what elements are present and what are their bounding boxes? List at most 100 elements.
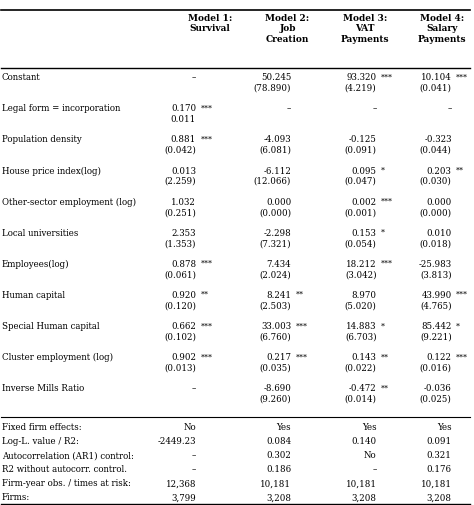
Text: –: – (191, 450, 196, 459)
Text: Cluster employment (log): Cluster employment (log) (2, 352, 113, 362)
Text: 3,799: 3,799 (171, 492, 196, 501)
Text: -6.112
(12.066): -6.112 (12.066) (254, 166, 291, 185)
Text: ***: *** (201, 260, 213, 267)
Text: 8.970
(5.020): 8.970 (5.020) (345, 290, 377, 310)
Text: Human capital: Human capital (2, 290, 65, 299)
Text: 0.217
(0.035): 0.217 (0.035) (259, 352, 291, 372)
Text: 0.321: 0.321 (427, 450, 452, 459)
Text: Log-L. value / R2:: Log-L. value / R2: (2, 436, 79, 445)
Text: 43.990
(4.765): 43.990 (4.765) (420, 290, 452, 310)
Text: 14.883
(6.703): 14.883 (6.703) (345, 322, 377, 341)
Text: 50.245
(78.890): 50.245 (78.890) (254, 73, 291, 92)
Text: 0.203
(0.030): 0.203 (0.030) (420, 166, 452, 185)
Text: ***: *** (381, 197, 393, 205)
Text: Inverse Mills Ratio: Inverse Mills Ratio (2, 384, 84, 393)
Text: R2 without autocorr. control.: R2 without autocorr. control. (2, 464, 127, 473)
Text: ***: *** (201, 104, 213, 112)
Text: 0.002
(0.001): 0.002 (0.001) (345, 197, 377, 217)
Text: 0.920
(0.120): 0.920 (0.120) (164, 290, 196, 310)
Text: Firms:: Firms: (2, 492, 30, 501)
Text: 0.302: 0.302 (266, 450, 291, 459)
Text: Employees(log): Employees(log) (2, 260, 70, 269)
Text: **: ** (296, 290, 304, 298)
Text: *: * (456, 322, 460, 330)
Text: –: – (191, 384, 196, 393)
Text: 10,181: 10,181 (346, 478, 377, 487)
Text: **: ** (381, 384, 389, 392)
Text: 3,208: 3,208 (427, 492, 452, 501)
Text: Yes: Yes (277, 422, 291, 431)
Text: 0.084: 0.084 (266, 436, 291, 445)
Text: -2449.23: -2449.23 (157, 436, 196, 445)
Text: 3,208: 3,208 (352, 492, 377, 501)
Text: 12,368: 12,368 (165, 478, 196, 487)
Text: Model 2:
Job
Creation: Model 2: Job Creation (265, 14, 310, 43)
Text: -8.690
(9.260): -8.690 (9.260) (259, 384, 291, 403)
Text: ***: *** (456, 352, 468, 361)
Text: Model 3:
VAT
Payments: Model 3: VAT Payments (341, 14, 389, 43)
Text: 0.000
(0.000): 0.000 (0.000) (259, 197, 291, 217)
Text: 0.878
(0.061): 0.878 (0.061) (164, 260, 196, 279)
Text: 0.176: 0.176 (427, 464, 452, 473)
Text: 0.902
(0.013): 0.902 (0.013) (164, 352, 196, 372)
Text: -2.298
(7.321): -2.298 (7.321) (260, 228, 291, 248)
Text: *: * (381, 228, 385, 236)
Text: 0.000
(0.000): 0.000 (0.000) (419, 197, 452, 217)
Text: -0.472
(0.014): -0.472 (0.014) (345, 384, 377, 403)
Text: **: ** (201, 290, 209, 298)
Text: 33.003
(6.760): 33.003 (6.760) (259, 322, 291, 341)
Text: ***: *** (201, 352, 213, 361)
Text: Firm-year obs. / times at risk:: Firm-year obs. / times at risk: (2, 478, 131, 487)
Text: ***: *** (201, 135, 213, 143)
Text: –: – (447, 104, 452, 113)
Text: –: – (191, 73, 196, 82)
Text: -0.125
(0.091): -0.125 (0.091) (345, 135, 377, 155)
Text: 0.662
(0.102): 0.662 (0.102) (164, 322, 196, 341)
Text: No: No (183, 422, 196, 431)
Text: Legal form = incorporation: Legal form = incorporation (2, 104, 120, 113)
Text: *: * (381, 166, 385, 174)
Text: 3,208: 3,208 (266, 492, 291, 501)
Text: 0.140: 0.140 (352, 436, 377, 445)
Text: Other-sector employment (log): Other-sector employment (log) (2, 197, 136, 207)
Text: No: No (364, 450, 377, 459)
Text: -0.036
(0.025): -0.036 (0.025) (420, 384, 452, 403)
Text: Local universities: Local universities (2, 228, 78, 237)
Text: Special Human capital: Special Human capital (2, 322, 100, 330)
Text: 10.104
(0.041): 10.104 (0.041) (419, 73, 452, 92)
Text: 0.153
(0.054): 0.153 (0.054) (345, 228, 377, 248)
Text: 10,181: 10,181 (420, 478, 452, 487)
Text: ***: *** (296, 352, 308, 361)
Text: **: ** (381, 352, 389, 361)
Text: **: ** (456, 166, 465, 174)
Text: –: – (191, 464, 196, 473)
Text: Model 1:
Survival: Model 1: Survival (188, 14, 232, 33)
Text: 0.170
0.011: 0.170 0.011 (171, 104, 196, 123)
Text: -4.093
(6.081): -4.093 (6.081) (259, 135, 291, 155)
Text: ***: *** (456, 290, 468, 298)
Text: 0.091: 0.091 (427, 436, 452, 445)
Text: Yes: Yes (437, 422, 452, 431)
Text: –: – (372, 464, 377, 473)
Text: House price index(log): House price index(log) (2, 166, 101, 175)
Text: 1.032
(0.251): 1.032 (0.251) (164, 197, 196, 217)
Text: 0.881
(0.042): 0.881 (0.042) (164, 135, 196, 155)
Text: -25.983
(3.813): -25.983 (3.813) (419, 260, 452, 279)
Text: 0.013
(2.259): 0.013 (2.259) (164, 166, 196, 185)
Text: 2.353
(1.353): 2.353 (1.353) (164, 228, 196, 248)
Text: 93.320
(4.219): 93.320 (4.219) (345, 73, 377, 92)
Text: –: – (372, 104, 377, 113)
Text: 0.143
(0.022): 0.143 (0.022) (345, 352, 377, 372)
Text: *: * (381, 322, 385, 330)
Text: 7.434
(2.024): 7.434 (2.024) (259, 260, 291, 279)
Text: ***: *** (381, 73, 393, 81)
Text: -0.323
(0.044): -0.323 (0.044) (420, 135, 452, 155)
Text: ***: *** (296, 322, 308, 330)
Text: Model 4:
Salary
Payments: Model 4: Salary Payments (418, 14, 466, 43)
Text: Fixed firm effects:: Fixed firm effects: (2, 422, 82, 431)
Text: 85.442
(9.221): 85.442 (9.221) (420, 322, 452, 341)
Text: Yes: Yes (362, 422, 377, 431)
Text: 18.212
(3.042): 18.212 (3.042) (345, 260, 377, 279)
Text: 0.186: 0.186 (266, 464, 291, 473)
Text: 10,181: 10,181 (260, 478, 291, 487)
